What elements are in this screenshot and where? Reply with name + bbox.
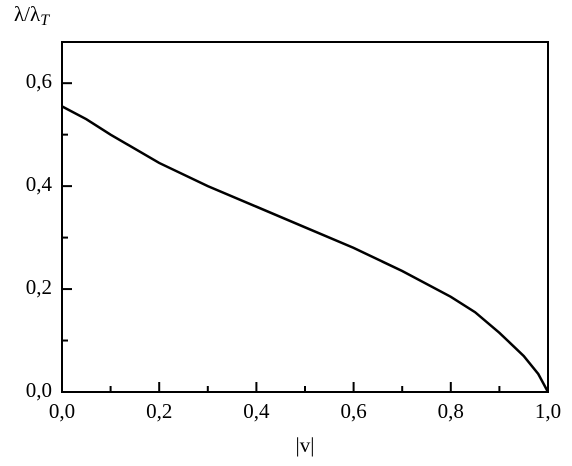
- x-tick-label: 0,6: [340, 399, 366, 423]
- x-tick-label: 0,2: [146, 399, 172, 423]
- y-tick-label: 0,2: [26, 275, 52, 299]
- x-tick-label: 1,0: [535, 399, 561, 423]
- y-tick-label: 0,4: [26, 172, 53, 196]
- y-tick-label: 0,6: [26, 69, 52, 93]
- x-tick-label: 0,0: [49, 399, 75, 423]
- x-tick-label: 0,8: [438, 399, 464, 423]
- plot-frame: [61, 41, 549, 393]
- x-axis-label: |v|: [296, 433, 315, 457]
- data-line: [61, 105, 550, 393]
- y-axis-label-sub: T: [40, 12, 50, 29]
- y-axis-label-main: λ/λ: [14, 2, 41, 26]
- y-axis-label: λ/λT: [14, 2, 50, 29]
- y-tick-label: 0,0: [26, 378, 52, 402]
- x-tick-label: 0,4: [243, 399, 270, 423]
